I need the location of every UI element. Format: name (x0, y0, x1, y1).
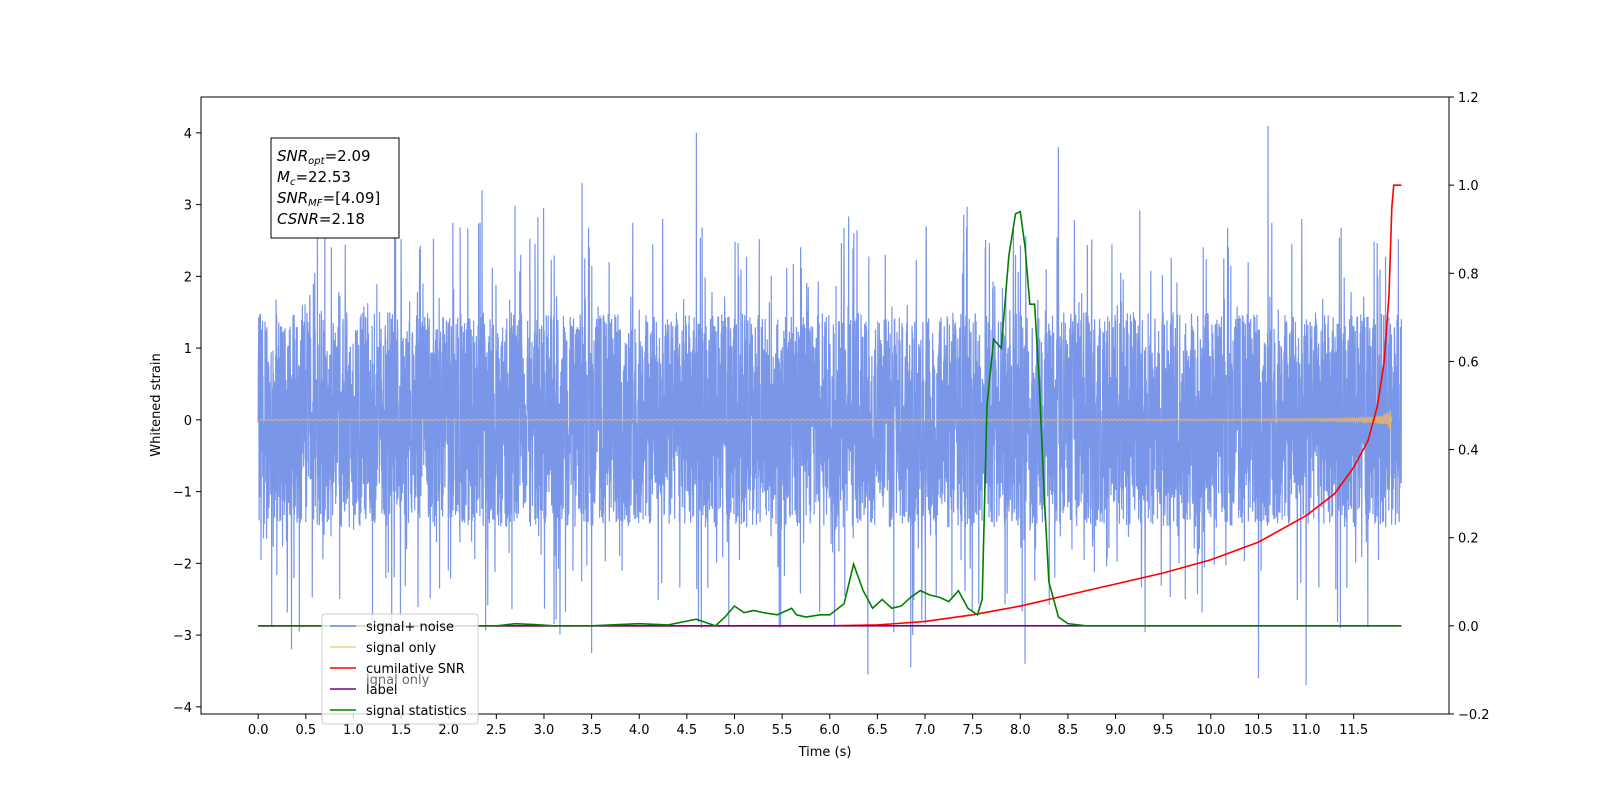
x-tick-label: 8.0 (1010, 723, 1031, 738)
legend-label: signal statistics (366, 704, 467, 719)
y2-tick-label: −0.2 (1458, 708, 1490, 723)
x-axis: 0.0 0.5 1.0 1.5 2.0 2.5 3.0 3.5 4.0 4.5 5.0 5.5 6.0 6… (248, 714, 1368, 738)
annotation-line: Mc=22.53 (277, 168, 351, 188)
y2-tick-label: 1.0 (1458, 179, 1479, 194)
y-tick-label: −2 (173, 557, 192, 572)
x-tick-label: 1.0 (343, 723, 364, 738)
y-axis-label: Whitened strain (149, 353, 164, 456)
y-axis-left: 4 3 2 1 0 −1 −2 −3 −4 (173, 127, 201, 716)
y-tick-label: 4 (184, 127, 192, 142)
y-tick-label: 3 (184, 199, 192, 214)
x-tick-label: 0.0 (248, 723, 269, 738)
legend-label: signal+ noise (366, 620, 454, 635)
x-tick-label: 5.5 (772, 723, 793, 738)
x-tick-label: 9.5 (1153, 723, 1174, 738)
series-signal-only (258, 409, 1393, 430)
x-tick-label: 0.5 (295, 723, 316, 738)
y-tick-label: 0 (184, 414, 192, 429)
y2-tick-label: 0.4 (1458, 444, 1479, 459)
legend-label: cumilative SNR (366, 662, 465, 677)
annotation-line: SNRopt=2.09 (277, 147, 371, 167)
legend-label: signal only (366, 641, 436, 656)
y-tick-label: 1 (184, 342, 192, 357)
x-tick-label: 10.0 (1196, 723, 1225, 738)
x-tick-label: 6.0 (819, 723, 840, 738)
x-tick-label: 2.5 (486, 723, 507, 738)
x-tick-label: 8.5 (1058, 723, 1079, 738)
plot-area (257, 125, 1402, 686)
x-tick-label: 7.5 (962, 723, 983, 738)
y2-tick-label: 0.0 (1458, 620, 1479, 635)
x-tick-label: 11.5 (1339, 723, 1368, 738)
y2-tick-label: 0.8 (1458, 267, 1479, 282)
annotation-frame (270, 137, 400, 239)
y-tick-label: 2 (184, 270, 192, 285)
series-signal-statistics (258, 210, 1402, 627)
x-tick-label: 2.0 (438, 723, 459, 738)
y2-tick-label: 1.2 (1458, 91, 1479, 106)
series-cumilative-snr (258, 184, 1402, 627)
x-tick-label: 7.0 (915, 723, 936, 738)
legend-label: label (366, 683, 397, 698)
x-axis-label: Time (s) (798, 745, 852, 760)
legend-ghost-text: ignal only (366, 673, 430, 688)
x-tick-label: 9.0 (1105, 723, 1126, 738)
x-tick-label: 11.0 (1292, 723, 1321, 738)
x-tick-label: 4.0 (629, 723, 650, 738)
x-tick-label: 6.5 (867, 723, 888, 738)
y-tick-label: −3 (173, 629, 192, 644)
x-tick-label: 1.5 (391, 723, 412, 738)
x-tick-label: 3.5 (581, 723, 602, 738)
series-signal-noise (257, 125, 1402, 686)
y-tick-label: −4 (173, 701, 192, 716)
x-tick-label: 5.0 (724, 723, 745, 738)
y-tick-label: −1 (173, 486, 192, 501)
legend: ignal only signal+ noise signal only cumila… (321, 613, 479, 725)
legend-frame (321, 613, 479, 725)
x-tick-label: 3.0 (534, 723, 555, 738)
annotation-line: SNRMF=[4.09] (277, 189, 380, 209)
y2-tick-label: 0.6 (1458, 355, 1479, 370)
x-tick-label: 4.5 (677, 723, 698, 738)
x-tick-label: 10.5 (1244, 723, 1273, 738)
y2-tick-label: 0.2 (1458, 532, 1479, 547)
y-axis-right: 1.2 1.0 0.8 0.6 0.4 0.2 0.0 −0.2 (1449, 91, 1490, 723)
plot-frame (200, 96, 1450, 715)
annotation-line: CSNR=2.18 (277, 210, 365, 228)
